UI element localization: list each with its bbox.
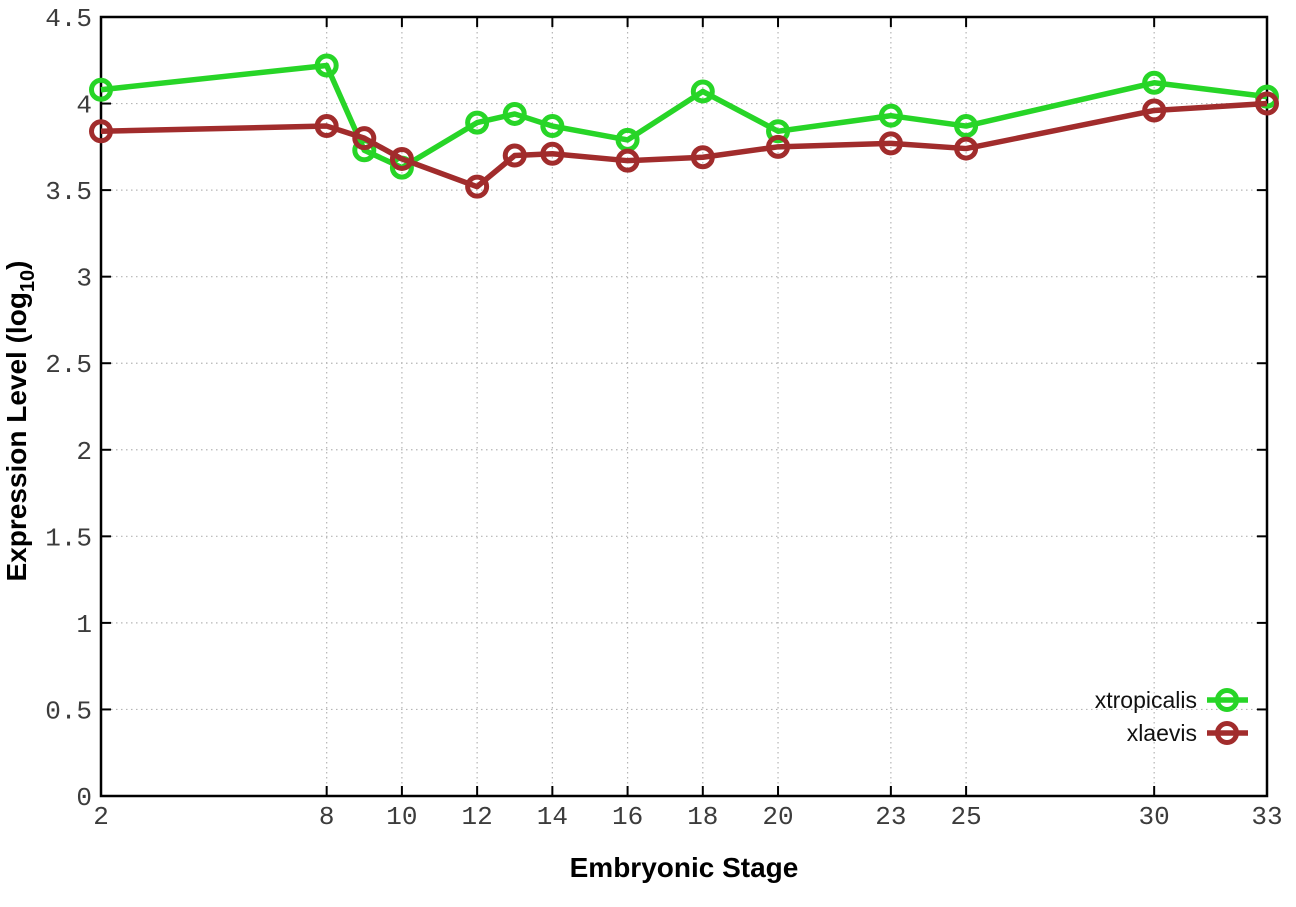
legend-row: xlaevis [1127,720,1248,746]
data-point-marker [540,141,565,166]
data-point-marker [954,136,979,161]
data-point-marker [389,146,414,171]
y-axis-tick-label: 1.5 [45,523,92,553]
y-axis-tick-label: 3.5 [45,177,92,207]
data-point-marker [878,131,903,156]
series-line-xtropicalis [100,62,1268,171]
data-point-marker [89,119,113,144]
data-point-marker [690,79,715,104]
data-point-marker [314,114,339,139]
data-point-marker [314,53,339,78]
y-axis-title-subscript: 10 [17,270,39,292]
y-axis-tick-label: 4.5 [45,4,92,34]
x-axis-tick-label: 8 [319,802,335,832]
x-axis-tick-label: 33 [1251,802,1282,832]
data-point-marker [352,126,377,151]
data-point-marker [502,101,527,126]
data-point-marker [1255,91,1279,116]
y-axis-tick-label: 2.5 [45,350,92,380]
data-point-marker [766,119,791,144]
x-axis-tick-label: 18 [687,802,718,832]
legend-row: xtropicalis [1095,687,1248,713]
grid-layer [101,17,1267,796]
data-point-marker [690,145,715,170]
data-point-marker [89,77,113,102]
y-axis-tick-label: 0 [76,783,92,813]
tick-marks-layer [100,16,1268,797]
data-point-marker [502,143,527,168]
legend-label: xtropicalis [1095,687,1197,713]
legend-label: xlaevis [1127,720,1197,746]
x-axis-title: Embryonic Stage [570,852,799,883]
series-line-xlaevis [100,100,1268,190]
data-point-marker [465,110,490,135]
x-axis-tick-label: 14 [537,802,568,832]
y-axis-tick-label: 0.5 [45,696,92,726]
y-axis-title-close: ) [1,261,32,270]
data-point-marker [1142,70,1167,95]
x-axis-tick-label: 12 [462,802,493,832]
data-point-marker [615,148,640,173]
plot-border [99,15,1269,798]
series-xlaevis [89,91,1279,199]
legend-marker-icon [1215,688,1239,712]
data-point-marker [954,114,979,139]
x-axis-tick-label: 20 [762,802,793,832]
x-axis-tick-label: 30 [1139,802,1170,832]
y-axis-tick-label: 1 [76,610,92,640]
legend-marker-icon [1215,721,1239,745]
y-axis-title-text: Expression Level (log [1,292,32,581]
legend: xtropicalis xlaevis [1095,687,1248,746]
y-axis-tick-label: 2 [76,437,92,467]
data-point-marker [1142,98,1167,123]
data-point-marker [465,174,490,199]
x-axis-tick-label: 16 [612,802,643,832]
data-point-marker [540,114,565,139]
x-axis-tick-label: 25 [950,802,981,832]
y-axis-tick-label: 4 [76,91,92,121]
data-point-marker [766,134,791,159]
y-axis-title: Expression Level (log10) [1,261,39,582]
x-axis-tick-label: 10 [386,802,417,832]
y-axis-tick-label: 3 [76,264,92,294]
x-axis-tick-label: 23 [875,802,906,832]
x-axis-tick-label: 2 [93,802,109,832]
tick-labels-layer: 2 8 10 12 14 16 18 20 23 25 30 33 0 0.5 1 1.5 2 2.5 3 3.5 4 4… [45,4,1282,832]
data-point-marker [878,103,903,128]
